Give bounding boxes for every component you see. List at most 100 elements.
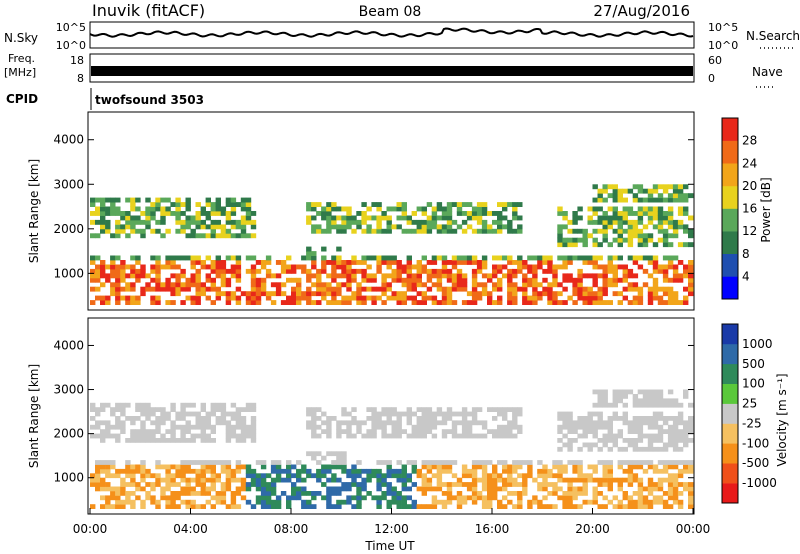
data-cell: [331, 277, 337, 283]
data-cell: [331, 268, 337, 274]
data-cell: [291, 486, 297, 492]
data-cell: [341, 228, 347, 234]
data-cell: [622, 188, 628, 194]
data-cell: [562, 416, 568, 421]
data-cell: [341, 206, 347, 212]
data-cell: [647, 477, 654, 483]
data-cell: [155, 197, 161, 203]
data-cell: [235, 411, 242, 417]
data-cell: [652, 464, 659, 470]
data-cell: [321, 228, 327, 234]
data-cell: [617, 193, 623, 199]
data-cell: [180, 460, 186, 465]
data-cell: [667, 389, 674, 395]
data-cell: [461, 277, 468, 283]
data-cell: [497, 219, 503, 225]
data-cell: [421, 264, 427, 270]
data-cell: [497, 429, 503, 434]
colorbar-tick-label: 25: [742, 397, 757, 411]
data-cell: [346, 224, 352, 230]
data-cell: [225, 438, 232, 443]
data-cell: [577, 424, 583, 430]
data-cell: [115, 277, 121, 283]
data-cell: [170, 438, 176, 443]
data-cell: [542, 260, 548, 265]
data-cell: [632, 499, 639, 505]
data-cell: [255, 291, 262, 297]
data-cell: [582, 420, 588, 426]
data-cell: [637, 460, 644, 465]
data-cell: [125, 416, 131, 421]
data-cell: [607, 416, 613, 421]
data-cell: [225, 255, 232, 261]
data-cell: [522, 460, 528, 465]
data-cell: [451, 460, 458, 465]
data-cell: [195, 411, 201, 417]
data-cell: [240, 206, 247, 212]
data-cell: [346, 282, 352, 288]
data-cell: [411, 295, 417, 301]
data-cell: [321, 411, 327, 417]
data-cell: [637, 495, 644, 501]
data-cell: [351, 482, 357, 487]
data-cell: [225, 468, 232, 474]
data-cell: [386, 255, 392, 261]
data-cell: [250, 211, 257, 216]
data-cell: [165, 486, 171, 492]
data-cell: [270, 491, 277, 496]
data-cell: [275, 468, 282, 474]
cpid-label: CPID: [6, 92, 38, 106]
data-cell: [652, 184, 659, 190]
data-cell: [562, 286, 568, 292]
data-cell: [341, 273, 347, 279]
data-cell: [391, 295, 397, 301]
data-cell: [657, 197, 664, 203]
data-cell: [562, 504, 568, 509]
data-cell: [557, 264, 563, 270]
data-cell: [326, 468, 332, 474]
data-cell: [245, 468, 252, 474]
data-cell: [677, 260, 684, 265]
data-cell: [567, 273, 573, 279]
data-cell: [155, 286, 161, 292]
data-cell: [235, 273, 242, 279]
data-cell: [90, 300, 96, 305]
data-cell: [421, 206, 427, 212]
data-cell: [100, 224, 106, 230]
data-cell: [612, 193, 618, 199]
data-cell: [688, 286, 694, 292]
data-cell: [210, 407, 216, 412]
data-cell: [346, 211, 352, 216]
data-cell: [632, 233, 639, 239]
data-cell: [622, 237, 628, 243]
data-cell: [401, 268, 407, 274]
data-cell: [476, 420, 483, 426]
data-cell: [572, 486, 578, 492]
data-cell: [582, 286, 588, 292]
data-cell: [260, 495, 267, 501]
data-cell: [632, 420, 639, 426]
data-cell: [140, 464, 146, 470]
data-cell: [446, 486, 453, 492]
data-cell: [667, 477, 674, 483]
data-cell: [492, 468, 498, 474]
data-cell: [492, 429, 498, 434]
nsky-tick-bottom: 10^0: [56, 39, 86, 52]
data-cell: [235, 260, 242, 265]
data-cell: [341, 219, 347, 225]
beam-title: Beam 08: [359, 4, 422, 20]
data-cell: [115, 273, 121, 279]
data-cell: [637, 291, 644, 297]
data-cell: [265, 295, 272, 301]
data-cell: [683, 264, 689, 270]
data-cell: [632, 282, 639, 288]
data-cell: [311, 202, 317, 207]
data-cell: [195, 460, 201, 465]
data-cell: [572, 215, 578, 221]
data-cell: [316, 228, 322, 234]
data-cell: [396, 433, 402, 439]
data-cell: [557, 464, 563, 470]
data-cell: [582, 473, 588, 479]
data-cell: [461, 273, 468, 279]
data-cell: [105, 197, 111, 203]
